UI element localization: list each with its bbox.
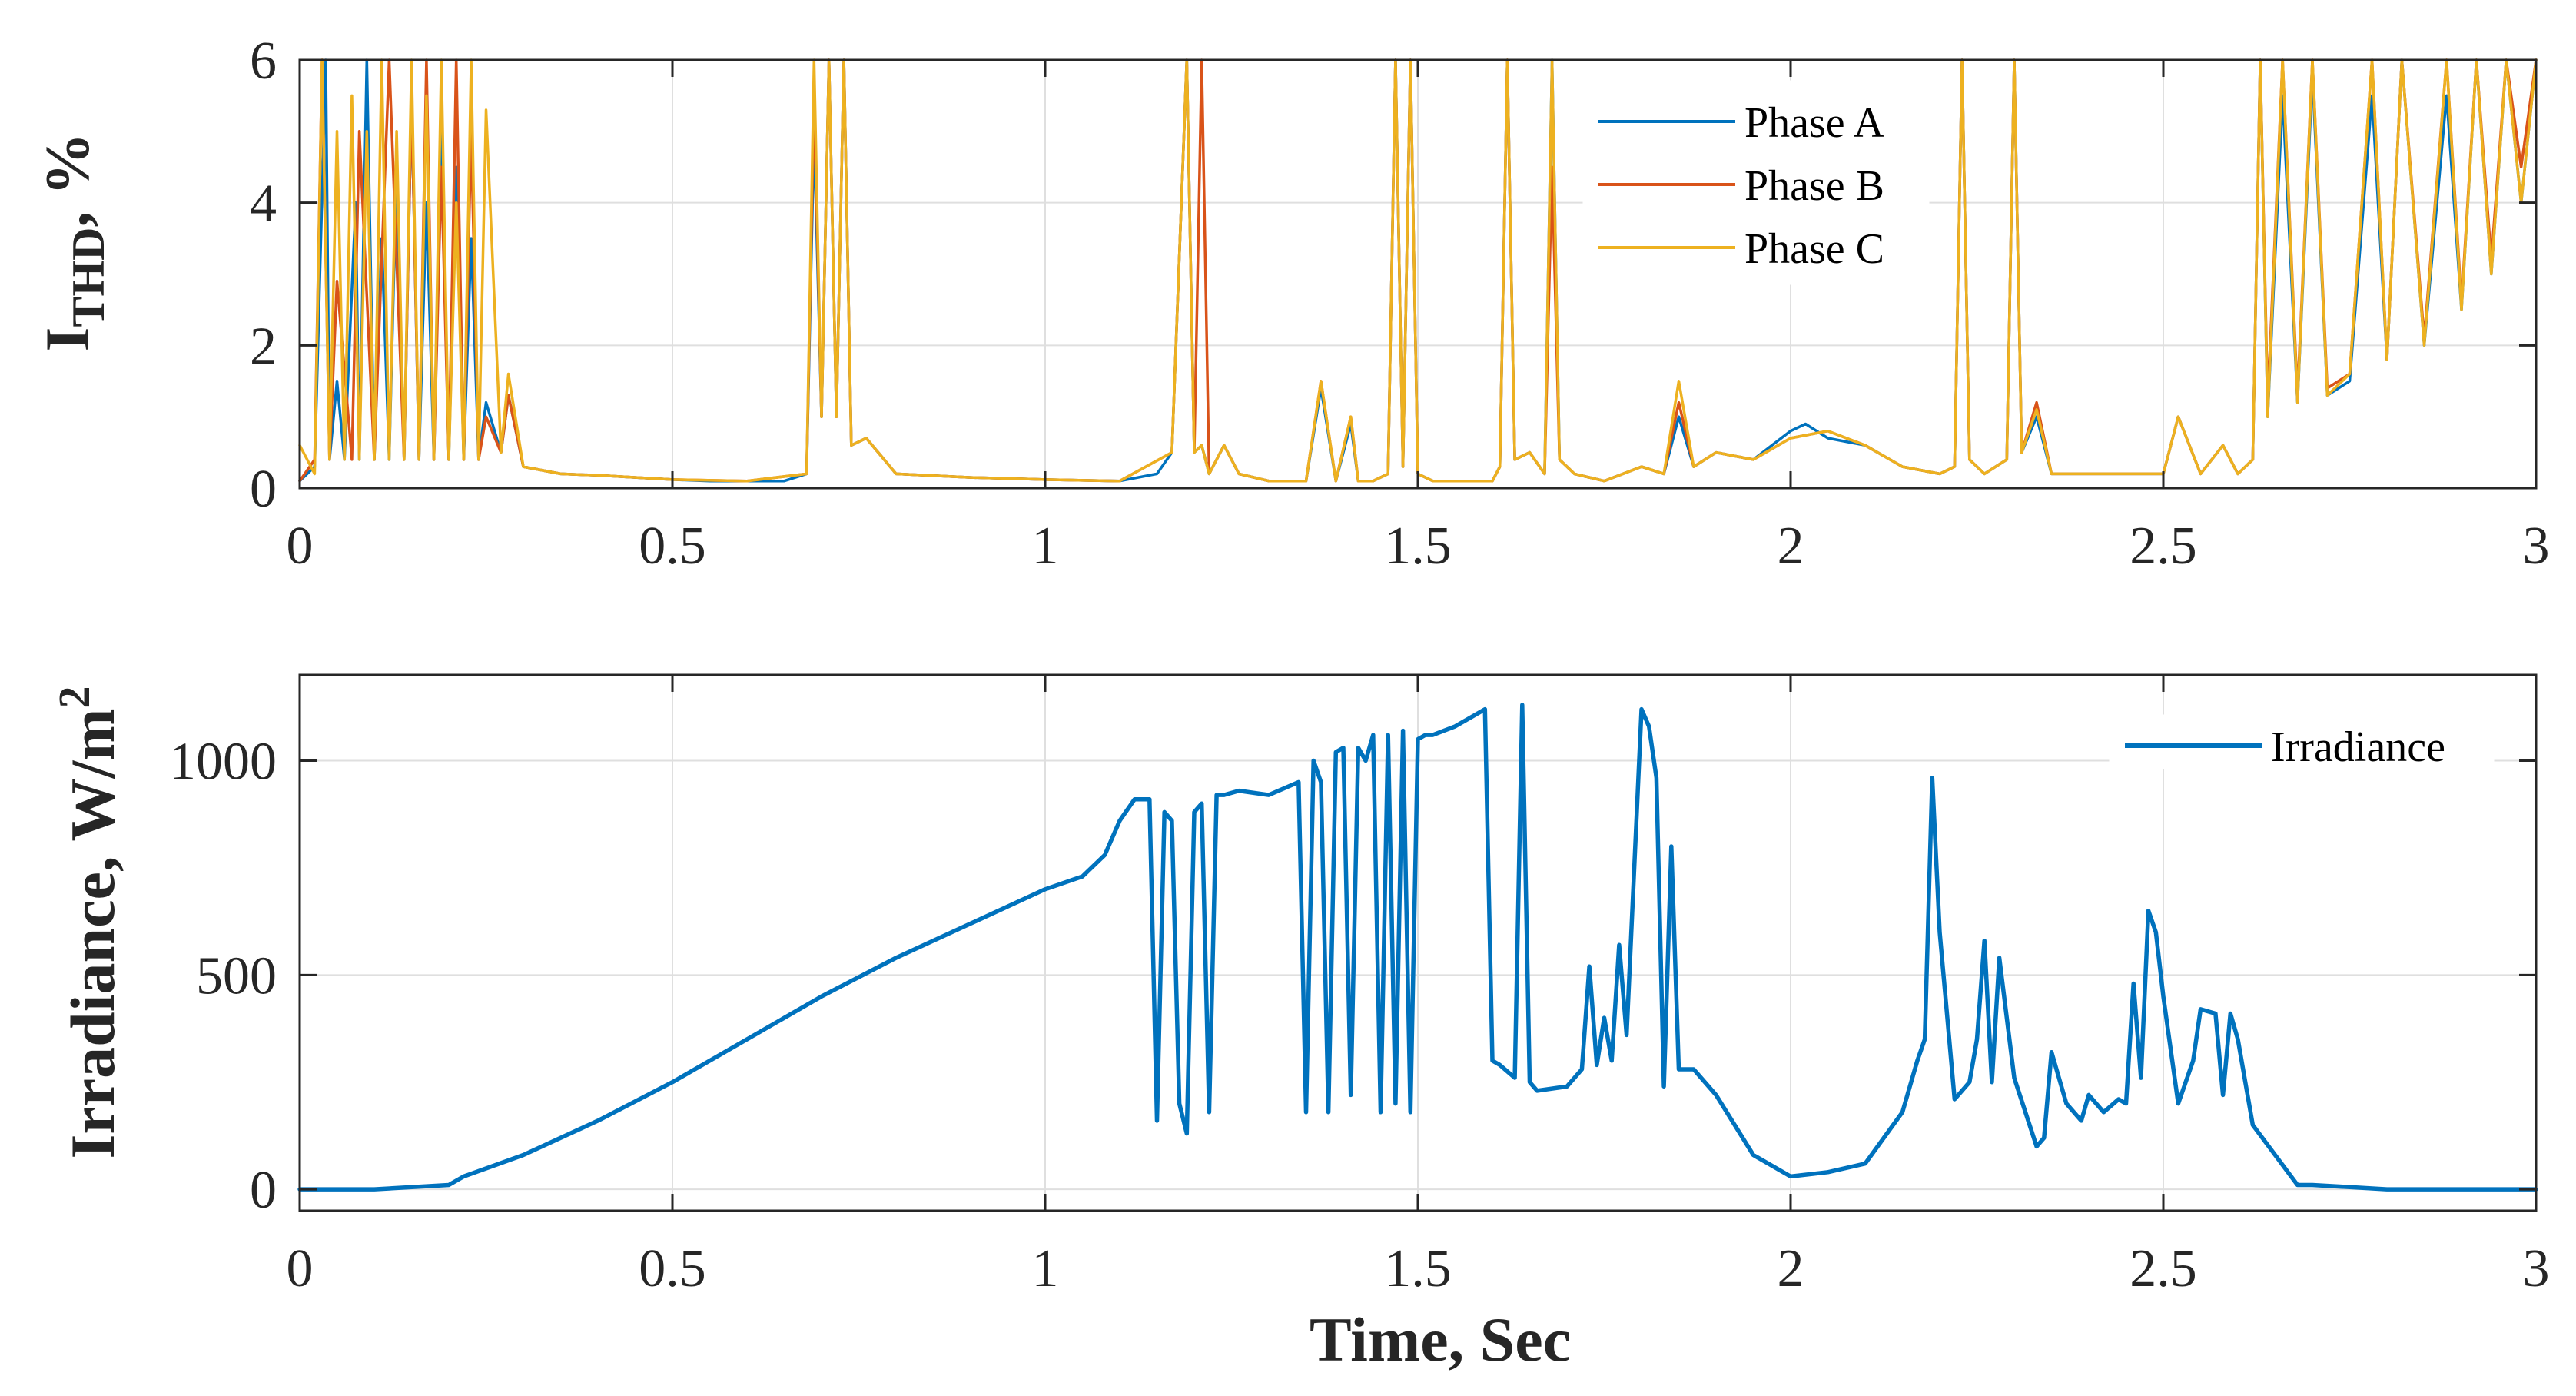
irradiance-series-line-irradiance: [297, 703, 2538, 1192]
irradiance-x-tick-label: 2.5: [2130, 1239, 2197, 1298]
thd-legend: Phase A Phase B Phase C: [1582, 80, 1930, 285]
irradiance-legend-box: [2109, 714, 2495, 769]
legend-label-phase-a: Phase A: [1744, 99, 1885, 147]
thd-y-axis-title-sub: THD: [63, 228, 114, 327]
irradiance-x-tick-label: 1.5: [1384, 1239, 1452, 1298]
irradiance-x-tick-label: 3: [2523, 1239, 2550, 1298]
thd-y-tick-label: 2: [250, 317, 277, 376]
legend-label-phase-b: Phase B: [1744, 162, 1884, 210]
irradiance-x-tick-label: 0: [287, 1239, 314, 1298]
thd-y-tick-label: 6: [250, 32, 277, 91]
legend-label-irradiance: Irradiance: [2271, 723, 2445, 771]
thd-series-group: [298, 58, 2538, 483]
thd-legend-box: [1582, 80, 1930, 285]
irradiance-x-tick-label: 0.5: [639, 1239, 706, 1298]
thd-y-axis-title: ITHD, %: [32, 133, 114, 352]
irradiance-y-tick-label: 0: [250, 1161, 277, 1220]
irradiance-x-tick-label: 1: [1032, 1239, 1059, 1298]
thd-y-tick-label: 0: [250, 460, 277, 519]
thd-y-axis-title-main: I: [32, 327, 102, 352]
irradiance-y-ticks: 0 500 1000: [169, 733, 2536, 1220]
x-axis-title: Time, Sec: [1310, 1305, 1571, 1374]
irradiance-x-tick-label: 2: [1778, 1239, 1804, 1298]
irradiance-series-group: [297, 703, 2538, 1192]
thd-y-axis-title-suffix: , %: [32, 133, 102, 228]
thd-y-tick-label: 4: [250, 174, 277, 234]
thd-x-tick-label: 2: [1778, 517, 1804, 576]
thd-x-tick-label: 0: [287, 517, 314, 576]
legend-label-phase-c: Phase C: [1744, 225, 1884, 273]
irradiance-x-ticks: 0 0.5 1 1.5 2 2.5 3: [287, 675, 2550, 1298]
thd-axes: 0 0.5 1 1.5 2 2.5 3 0 2 4 6 ITHD, % Phase A Phase…: [32, 32, 2550, 576]
irradiance-y-axis-title-main: Irradiance, W/m: [58, 708, 128, 1158]
thd-x-tick-label: 0.5: [639, 517, 706, 576]
thd-x-tick-label: 3: [2523, 517, 2550, 576]
thd-series-line-phase-c: [298, 58, 2538, 483]
irradiance-legend: Irradiance: [2109, 714, 2495, 771]
thd-y-ticks: 0 2 4 6: [250, 32, 2536, 519]
thd-x-tick-label: 2.5: [2130, 517, 2197, 576]
thd-x-tick-label: 1: [1032, 517, 1059, 576]
irradiance-y-tick-label: 1000: [169, 733, 277, 792]
thd-x-ticks: 0 0.5 1 1.5 2 2.5 3: [287, 60, 2550, 576]
thd-x-tick-label: 1.5: [1384, 517, 1452, 576]
irradiance-y-tick-label: 500: [196, 946, 277, 1005]
irradiance-y-axis-title-sup: 2: [49, 686, 99, 708]
irradiance-y-axis-title: Irradiance, W/m2: [49, 686, 128, 1158]
